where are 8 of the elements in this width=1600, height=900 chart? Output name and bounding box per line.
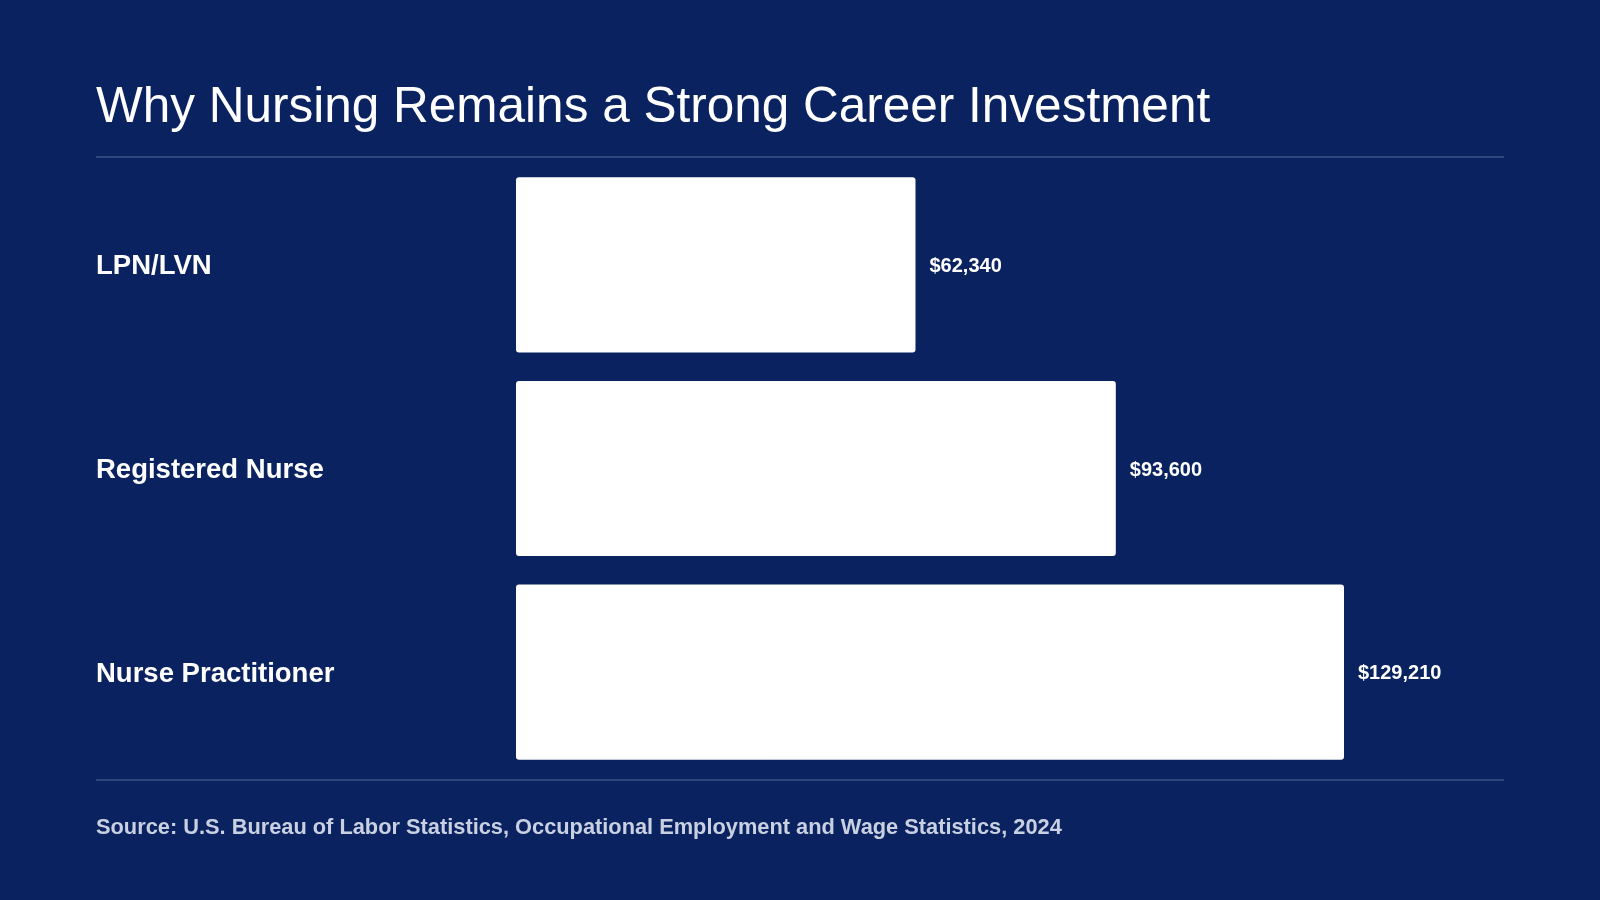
source-note: Source: U.S. Bureau of Labor Statistics, Occupational Employment and Wage Statistics, 2024 (96, 814, 1062, 839)
y-tick-label: Nurse Practitioner (96, 656, 335, 688)
data-label: $129,210 (1358, 661, 1442, 684)
data-label: $62,340 (929, 253, 1002, 276)
chart-title: Why Nursing Remains a Strong Career Investment (96, 77, 1211, 132)
data-label: $93,600 (1129, 457, 1203, 480)
y-tick-label: Registered Nurse (96, 453, 324, 485)
y-tick-label: LPN/LVN (96, 249, 212, 281)
